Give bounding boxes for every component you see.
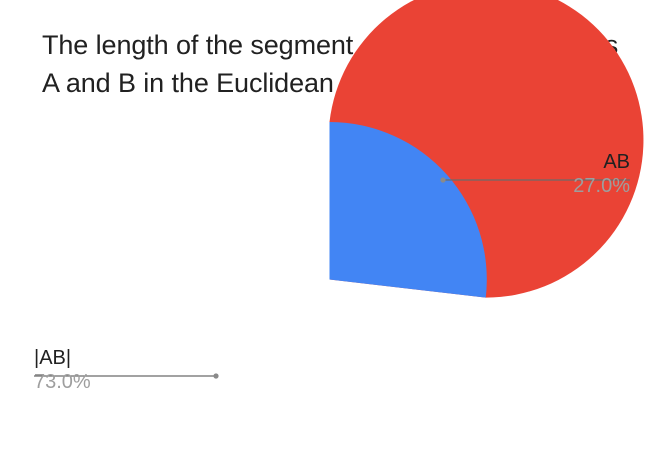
leader-dot-abs bbox=[213, 373, 219, 379]
callout-label-ab[interactable]: AB 27.0% bbox=[573, 150, 630, 198]
pie-slice-ab[interactable] bbox=[329, 122, 487, 298]
callout-percent-abs: 73.0% bbox=[34, 371, 91, 393]
callout-label-abs[interactable]: |AB| 73.0% bbox=[34, 346, 91, 394]
leader-dot-ab bbox=[440, 177, 446, 183]
callout-percent-ab: 27.0% bbox=[573, 175, 630, 197]
callout-category-ab: AB bbox=[603, 151, 630, 173]
callout-category-abs: |AB| bbox=[34, 347, 72, 369]
